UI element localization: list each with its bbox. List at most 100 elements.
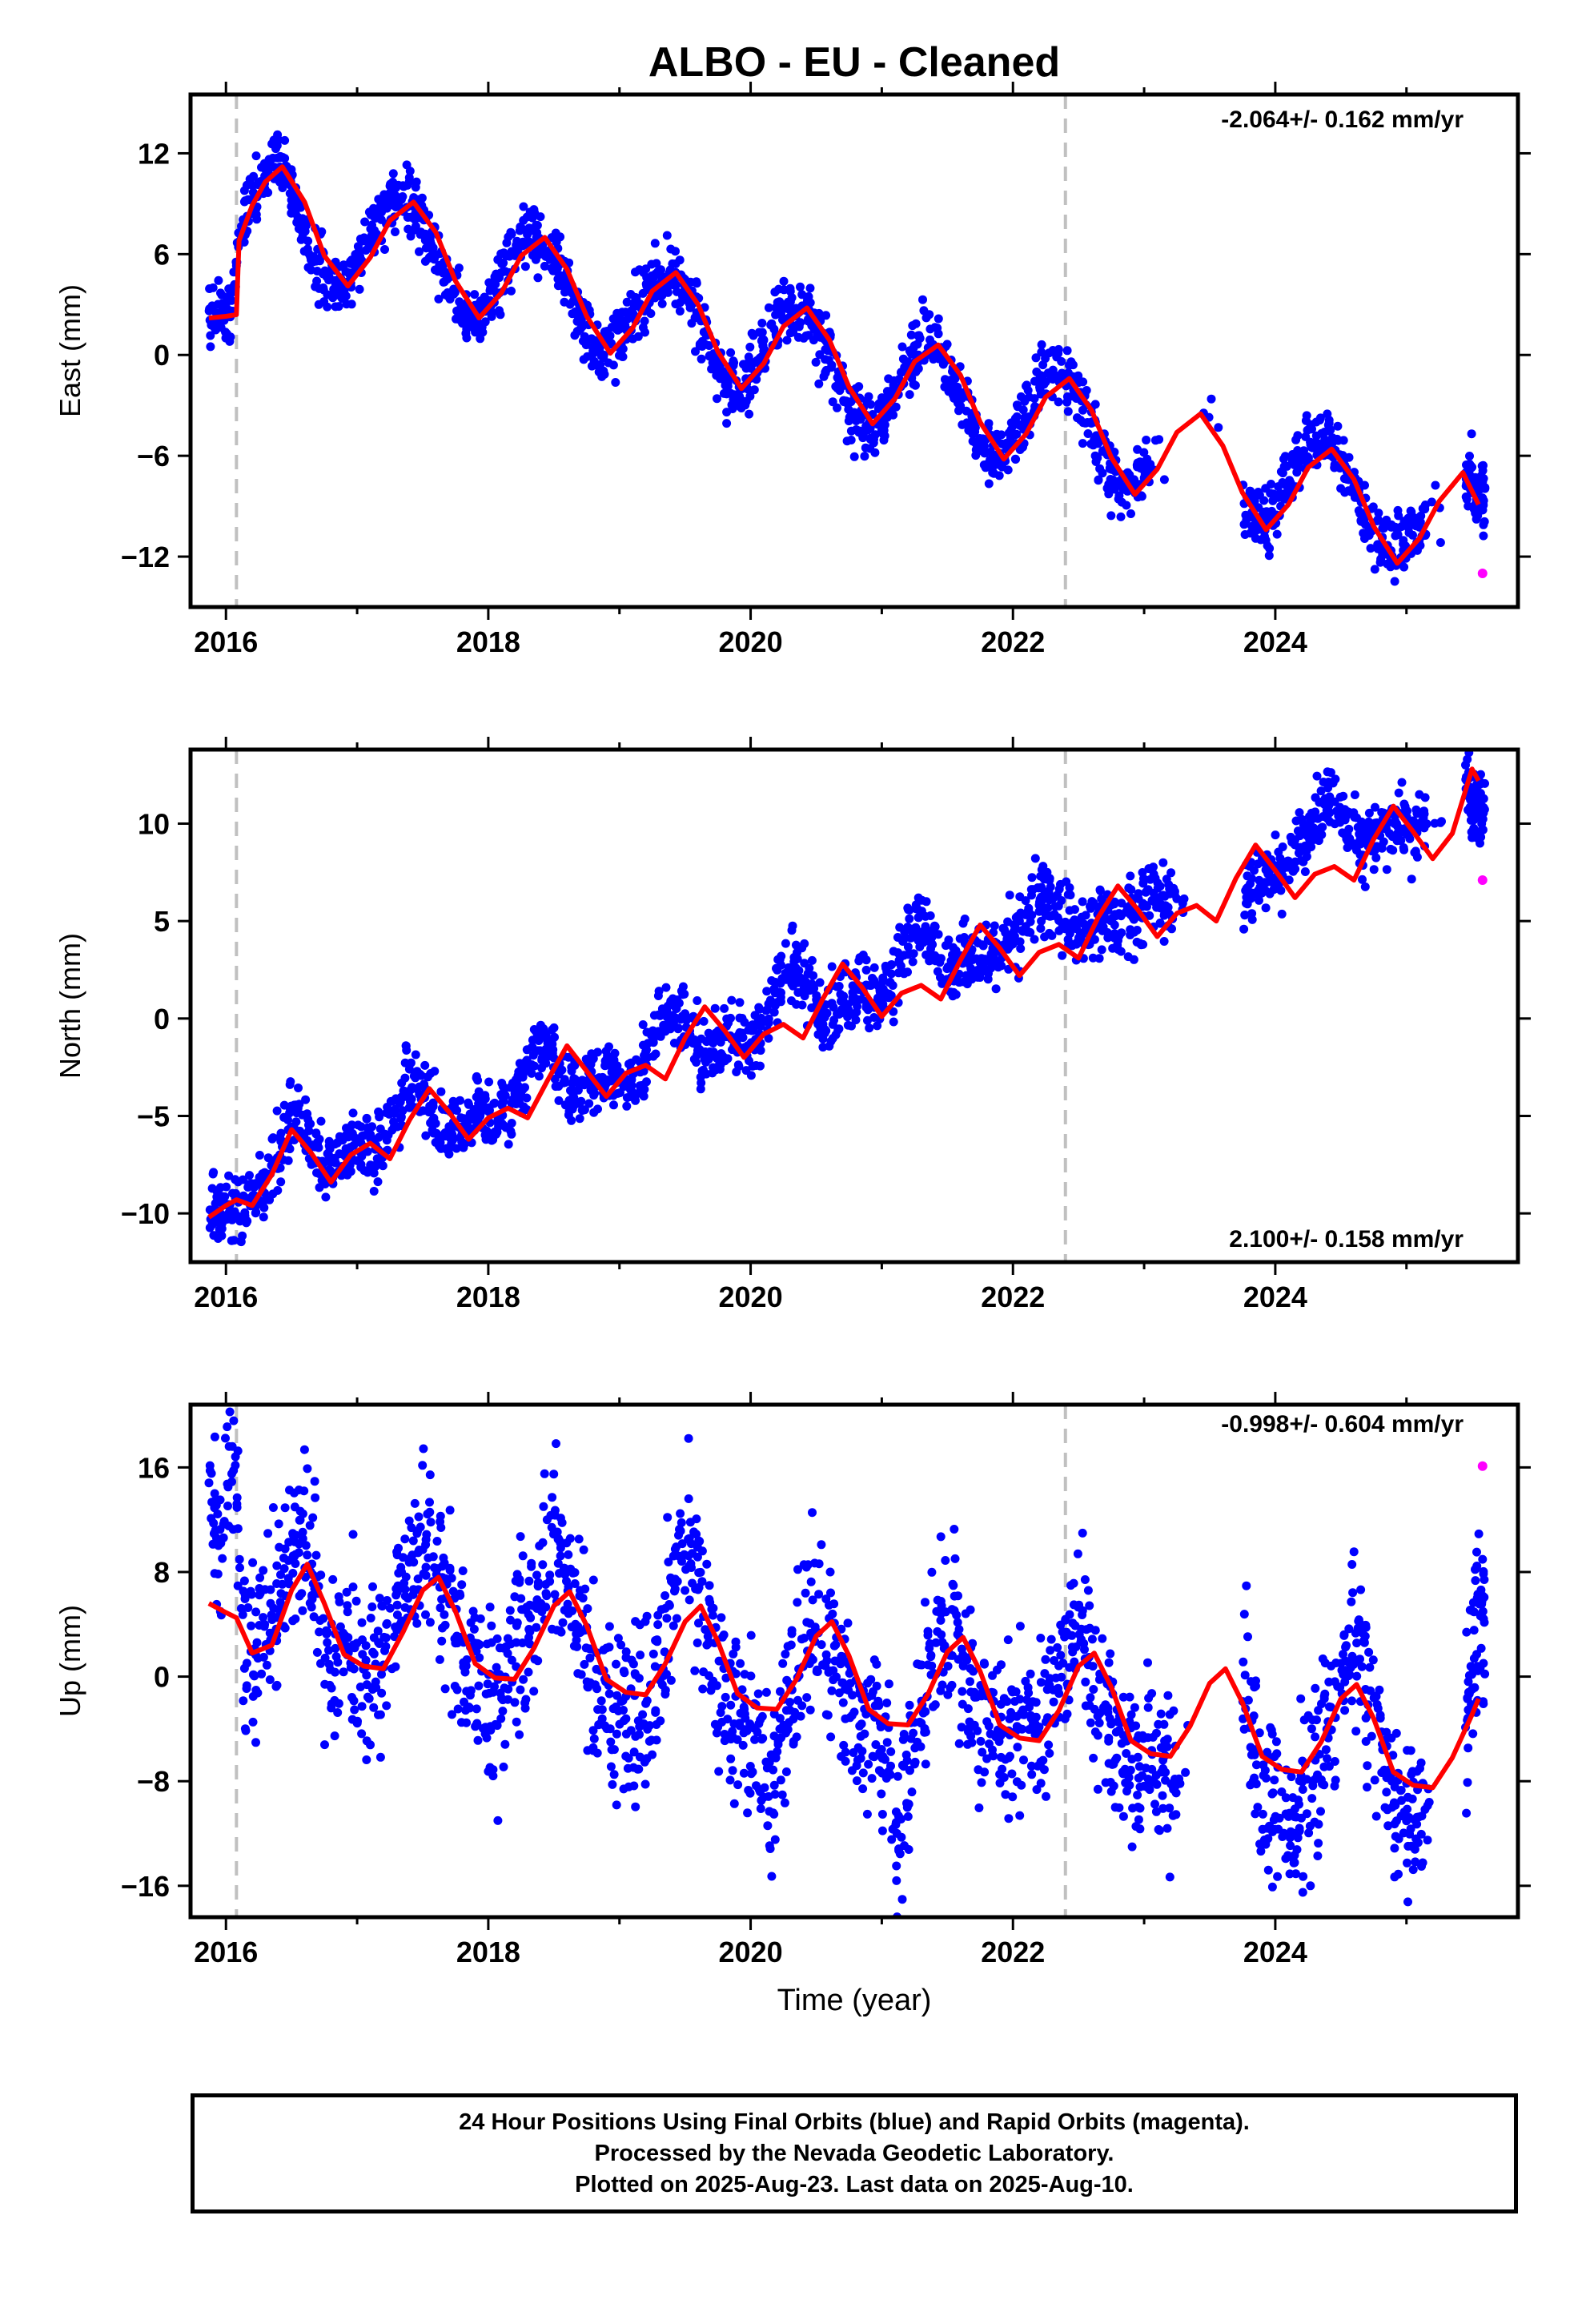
east-final-point bbox=[559, 282, 568, 291]
east-final-point bbox=[398, 192, 408, 201]
up-final-point bbox=[392, 1600, 402, 1610]
north-final-point bbox=[755, 1019, 765, 1028]
north-final-point bbox=[404, 1064, 414, 1074]
north-final-point bbox=[1364, 808, 1374, 818]
north-final-point bbox=[294, 1084, 303, 1092]
north-xtick-label: 2022 bbox=[981, 1281, 1045, 1313]
east-final-point bbox=[1393, 530, 1403, 540]
north-final-point bbox=[560, 1075, 569, 1084]
north-final-point bbox=[375, 1155, 385, 1164]
north-final-point bbox=[1138, 879, 1148, 888]
north-xtick-label: 2020 bbox=[719, 1281, 783, 1313]
north-final-point bbox=[701, 1057, 711, 1067]
east-final-point bbox=[341, 292, 351, 301]
up-final-point bbox=[579, 1545, 588, 1554]
up-final-point bbox=[219, 1533, 228, 1542]
north-final-point bbox=[1006, 942, 1014, 951]
north-final-point bbox=[1142, 902, 1151, 911]
north-final-point bbox=[287, 1104, 297, 1113]
north-final-point bbox=[604, 1042, 613, 1051]
north-final-point bbox=[764, 1034, 773, 1043]
east-final-point bbox=[1268, 496, 1278, 505]
up-final-point bbox=[231, 1452, 240, 1462]
east-final-point bbox=[616, 315, 625, 324]
east-final-point bbox=[729, 358, 739, 368]
up-final-point bbox=[225, 1407, 235, 1417]
east-final-point bbox=[697, 354, 706, 364]
east-final-point bbox=[317, 227, 327, 236]
east-final-point bbox=[1396, 522, 1406, 532]
up-final-point bbox=[612, 1691, 622, 1700]
east-ylabel: East (mm) bbox=[54, 284, 86, 417]
east-final-point bbox=[216, 288, 225, 298]
north-final-point bbox=[533, 1033, 543, 1043]
north-final-point bbox=[765, 995, 775, 1005]
north-final-point bbox=[1382, 865, 1391, 875]
up-final-point bbox=[484, 1688, 494, 1698]
up-final-point bbox=[207, 1469, 216, 1478]
up-final-point bbox=[613, 1634, 623, 1643]
east-final-point bbox=[361, 246, 371, 255]
east-final-point bbox=[323, 302, 332, 312]
up-final-point bbox=[331, 1643, 340, 1653]
east-final-point bbox=[640, 328, 649, 337]
east-final-point bbox=[713, 394, 721, 404]
north-final-point bbox=[470, 1116, 480, 1125]
up-final-point bbox=[583, 1604, 592, 1614]
north-final-point bbox=[1240, 911, 1250, 920]
up-final-point bbox=[515, 1730, 524, 1739]
north-final-point bbox=[1159, 937, 1169, 946]
north-final-point bbox=[1419, 809, 1429, 818]
east-final-point bbox=[864, 392, 873, 401]
east-final-point bbox=[918, 295, 927, 304]
east-final-point bbox=[1479, 499, 1488, 509]
east-final-point bbox=[1336, 484, 1346, 493]
up-final-point bbox=[252, 1638, 262, 1647]
up-final-point bbox=[623, 1763, 632, 1773]
north-final-point bbox=[577, 1106, 587, 1115]
east-final-point bbox=[265, 155, 275, 164]
north-final-point bbox=[926, 911, 935, 920]
east-final-point bbox=[263, 188, 273, 197]
north-final-point bbox=[827, 999, 837, 1008]
up-final-point bbox=[483, 1679, 492, 1689]
up-final-point bbox=[584, 1644, 594, 1654]
up-final-point bbox=[272, 1561, 282, 1570]
north-final-point bbox=[456, 1096, 464, 1105]
up-final-point bbox=[437, 1636, 447, 1646]
east-final-point bbox=[1333, 421, 1343, 431]
east-final-point bbox=[347, 300, 356, 309]
up-final-point bbox=[609, 1770, 619, 1779]
east-final-point bbox=[652, 259, 661, 268]
north-final-point bbox=[822, 1008, 832, 1018]
north-final-point bbox=[899, 969, 909, 979]
north-ytick-label: 10 bbox=[138, 807, 170, 840]
north-final-point bbox=[1344, 824, 1354, 834]
north-final-point bbox=[570, 1075, 580, 1084]
north-final-point bbox=[1081, 911, 1090, 920]
north-final-point bbox=[1162, 875, 1171, 884]
up-final-point bbox=[616, 1640, 626, 1650]
north-final-point bbox=[966, 954, 975, 963]
up-final-point bbox=[368, 1647, 378, 1657]
up-final-point bbox=[335, 1622, 345, 1631]
east-final-point bbox=[1098, 468, 1107, 478]
north-final-point bbox=[833, 1025, 843, 1035]
up-final-point bbox=[692, 1514, 701, 1524]
north-final-point bbox=[283, 1156, 293, 1165]
up-final-point bbox=[597, 1705, 607, 1715]
up-final-point bbox=[670, 1584, 680, 1594]
east-final-point bbox=[412, 177, 421, 187]
north-final-point bbox=[1243, 896, 1252, 906]
north-final-point bbox=[1323, 767, 1332, 777]
east-final-point bbox=[1279, 454, 1288, 464]
up-final-point bbox=[708, 1610, 717, 1620]
up-final-point bbox=[223, 1482, 233, 1492]
up-final-point bbox=[381, 1633, 391, 1642]
north-final-point bbox=[936, 954, 946, 963]
north-final-point bbox=[588, 1054, 598, 1063]
north-final-point bbox=[1026, 917, 1035, 927]
up-final-point bbox=[312, 1647, 322, 1657]
north-final-point bbox=[1394, 788, 1403, 798]
north-final-point bbox=[348, 1108, 358, 1118]
